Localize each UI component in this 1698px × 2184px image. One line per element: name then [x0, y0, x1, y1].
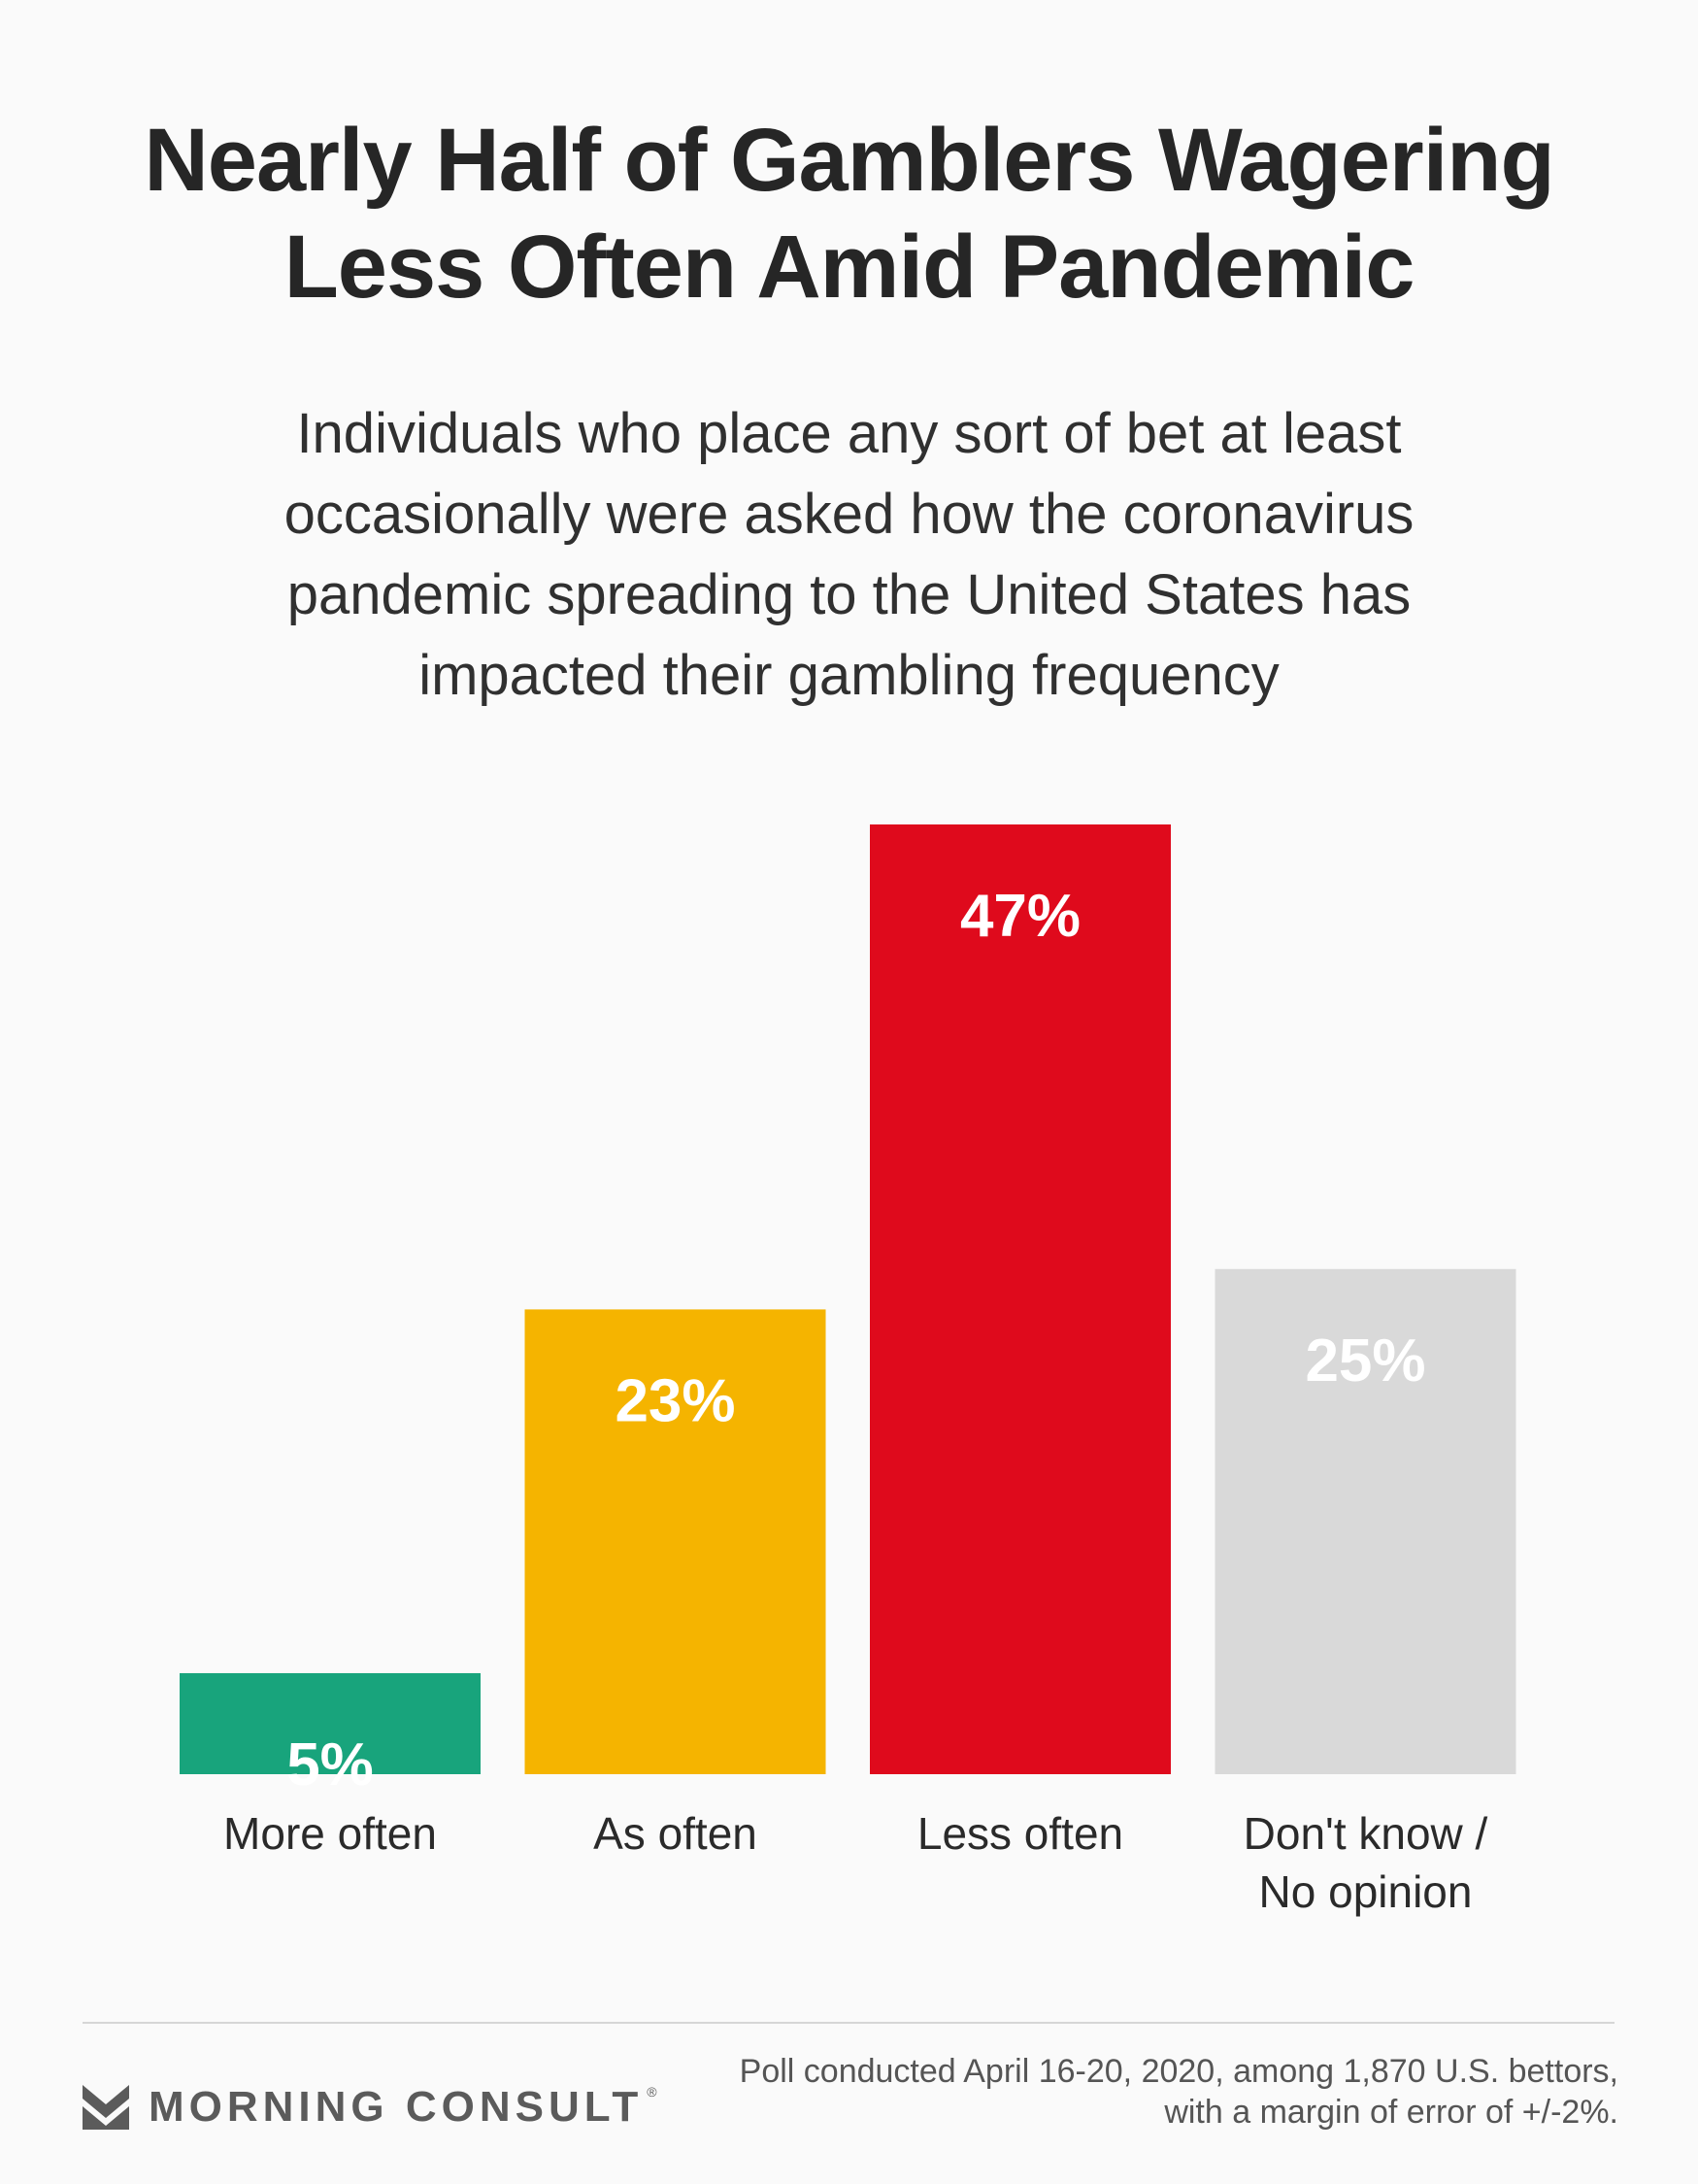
- chart-subtitle-line-4: impacted their gambling frequency: [418, 644, 1280, 707]
- category-label-2: Less often: [917, 1808, 1123, 1859]
- bar-value-label-3: 25%: [1305, 1327, 1425, 1394]
- chart-subtitle: Individuals who place any sort of bet at…: [0, 393, 1698, 716]
- chart-title: Nearly Half of Gamblers Wagering Less Of…: [0, 107, 1698, 320]
- bar-chart: 5% More often 23% As often 47% Less often 25% D…: [180, 824, 1516, 1917]
- chart-title-line-2: Less Often Amid Pandemic: [283, 218, 1415, 317]
- chart-subtitle-line-1: Individuals who place any sort of bet at…: [296, 402, 1402, 465]
- methodology-note: Poll conducted April 16-20, 2020, among …: [740, 2051, 1618, 2133]
- category-label-1: As often: [593, 1808, 757, 1859]
- chart-subtitle-line-3: pandemic spreading to the United States …: [286, 563, 1412, 626]
- brand-name: MORNING CONSULT: [149, 2083, 644, 2131]
- category-label-3-line-0: Don't know /: [1244, 1808, 1488, 1859]
- bar-2: [870, 824, 1171, 1774]
- morning-consult-logo-icon: [83, 2085, 129, 2130]
- chart-subtitle-line-2: occasionally were asked how the coronavi…: [283, 483, 1415, 546]
- bar-value-label-1: 23%: [615, 1367, 735, 1434]
- category-label-0: More often: [223, 1808, 437, 1859]
- bar-value-label-2: 47%: [960, 883, 1081, 950]
- methodology-note-line-2: with a margin of error of +/-2%.: [1164, 2094, 1618, 2131]
- brand-logo: MORNING CONSULT ®: [83, 2078, 657, 2136]
- bar-value-label-0: 5%: [286, 1731, 374, 1798]
- bar-3: [1215, 1268, 1516, 1774]
- chart-title-line-1: Nearly Half of Gamblers Wagering: [144, 111, 1554, 210]
- methodology-note-line-1: Poll conducted April 16-20, 2020, among …: [739, 2053, 1618, 2090]
- footer-divider: [83, 2022, 1615, 2024]
- bar-1: [524, 1309, 826, 1774]
- brand-registered-mark: ®: [647, 2084, 657, 2100]
- bar-0: [180, 1672, 481, 1774]
- category-label-3-line-1: No opinion: [1259, 1866, 1473, 1917]
